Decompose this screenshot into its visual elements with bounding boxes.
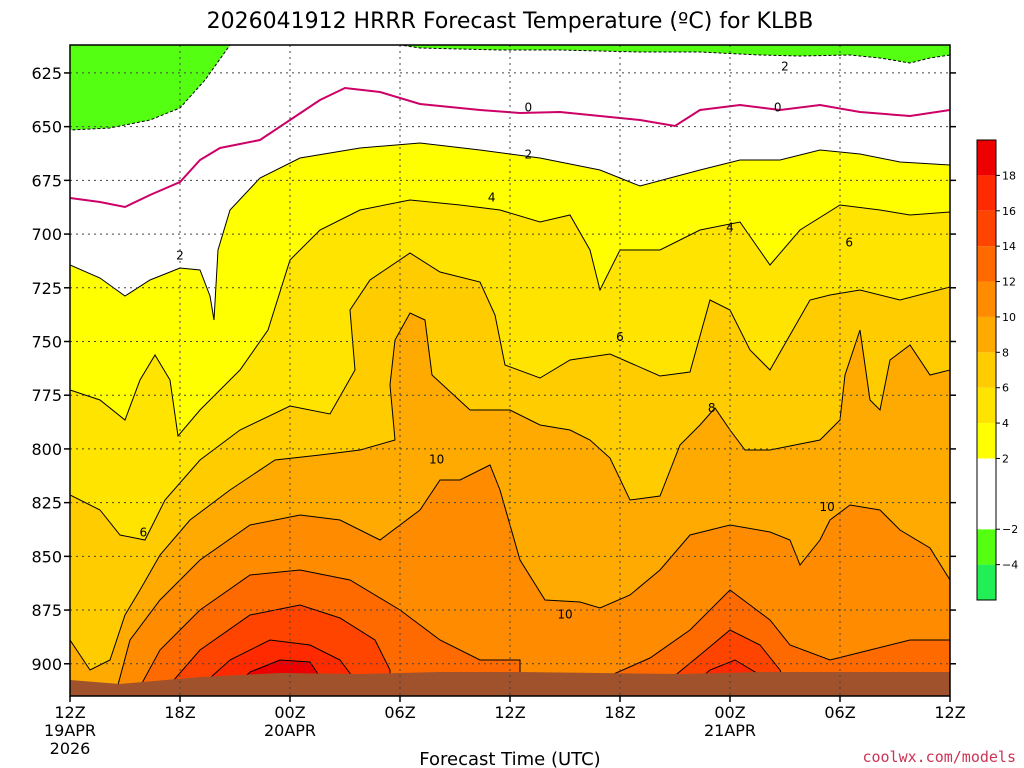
contour-label: 10 [429, 453, 444, 467]
colorbar-label: −4 [1002, 559, 1018, 572]
x-tick-label: 12Z [934, 703, 965, 722]
x-tick-label: 18Z [164, 703, 195, 722]
x-tick-date-label: 2026 [50, 739, 91, 758]
y-tick-label: 625 [31, 64, 62, 83]
y-tick-label: 825 [31, 494, 62, 513]
x-tick-label: 18Z [604, 703, 635, 722]
plot-area: 2 0 0 2 4 4 2 6 6 8 10 10 6 10 [70, 45, 950, 696]
y-tick-label: 750 [31, 332, 62, 351]
contour-label: 2 [525, 148, 533, 162]
colorbar-segment [977, 423, 996, 459]
contour-label: 8 [708, 401, 716, 415]
colorbar-label: 12 [1002, 276, 1016, 289]
colorbar-label: 2 [1002, 452, 1009, 465]
x-axis-label: Forecast Time (UTC) [419, 749, 600, 768]
colorbar-segment [977, 140, 996, 176]
colorbar-segment [977, 352, 996, 388]
grid-lines [70, 45, 950, 696]
band-green-light [70, 45, 950, 131]
x-tick-label: 00Z [274, 703, 305, 722]
colorbar: 18 16 14 12 10 8 6 4 2 −2 −4 [976, 139, 1018, 601]
y-tick-label: 875 [31, 601, 62, 620]
x-tick-label: 12Z [54, 703, 85, 722]
y-tick-label: 650 [31, 118, 62, 137]
x-tick-label: 12Z [494, 703, 525, 722]
colorbar-segment [977, 458, 996, 530]
colorbar-label: −2 [1002, 523, 1018, 536]
x-tick-label: 06Z [824, 703, 855, 722]
contour-label: 6 [140, 526, 148, 540]
y-tick-label: 800 [31, 440, 62, 459]
colorbar-label: 18 [1002, 169, 1016, 182]
contour-label: 10 [557, 607, 572, 621]
y-tick-label: 850 [31, 547, 62, 566]
colorbar-label: 16 [1002, 205, 1016, 218]
colorbar-segment [977, 246, 996, 282]
colorbar-segment [977, 175, 996, 211]
x-tick-label: 06Z [384, 703, 415, 722]
contour-label: 6 [845, 236, 853, 250]
contour-label: 2 [781, 59, 789, 73]
colorbar-frame [976, 139, 997, 601]
zero-contour [70, 86, 950, 209]
chart-title: 2026041912 HRRR Forecast Temperature (ºC… [207, 9, 814, 34]
contour-label: 0 [525, 100, 533, 114]
colorbar-segment [977, 210, 996, 247]
y-tick-label: 725 [31, 279, 62, 298]
y-tick-label: 700 [31, 225, 62, 244]
x-tick-date-label: 21APR [704, 721, 756, 740]
y-tick-label: 900 [31, 655, 62, 674]
colorbar-segment [977, 316, 996, 353]
colorbar-label: 6 [1002, 382, 1009, 395]
credit-text: coolwx.com/models [862, 748, 1016, 766]
colorbar-segment [977, 529, 996, 565]
y-tick-label: 675 [31, 171, 62, 190]
contour-label: 4 [488, 191, 496, 205]
contour-label: 0 [774, 100, 782, 114]
colorbar-label: 10 [1002, 311, 1016, 324]
colorbar-segment [977, 281, 996, 317]
x-tick-date-label: 20APR [264, 721, 316, 740]
contour-label: 4 [726, 221, 734, 235]
colorbar-label: 8 [1002, 346, 1009, 359]
x-tick-date-label: 19APR [44, 721, 96, 740]
contour-label: 2 [176, 249, 184, 263]
y-tick-label: 775 [31, 386, 62, 405]
band-white [70, 45, 950, 321]
contour-labels: 2 0 0 2 4 4 2 6 6 8 10 10 6 10 [140, 59, 853, 621]
x-tick-label: 00Z [714, 703, 745, 722]
colorbar-segment [977, 564, 996, 600]
surface-terrain [70, 672, 950, 696]
colorbar-segment [977, 387, 996, 424]
colorbar-label: 4 [1002, 417, 1009, 430]
colorbar-label: 14 [1002, 240, 1016, 253]
contour-label: 10 [820, 500, 835, 514]
contour-label: 6 [616, 330, 624, 344]
